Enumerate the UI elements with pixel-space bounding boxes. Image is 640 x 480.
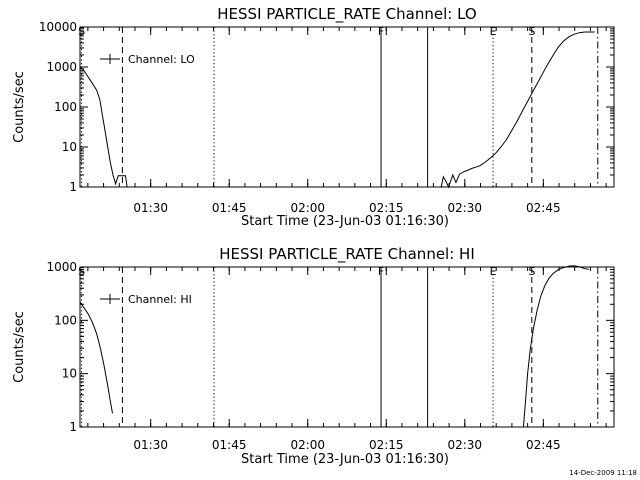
chart-title: HESSI PARTICLE_RATE Channel: LO bbox=[217, 5, 476, 24]
data-series-line bbox=[79, 301, 113, 414]
y-tick-label: 1000 bbox=[46, 60, 77, 74]
x-tick-label: 02:15 bbox=[369, 201, 404, 215]
data-series-line bbox=[522, 265, 589, 428]
y-tick-label: 10 bbox=[62, 140, 77, 154]
x-axis-label: Start Time (23-Jun-03 01:16:30) bbox=[241, 452, 449, 467]
x-tick-label: 02:00 bbox=[290, 201, 325, 215]
legend-label: Channel: HI bbox=[128, 293, 192, 306]
chart-lo-channel: HESSI PARTICLE_RATE Channel: LO 1 10 100 100… bbox=[12, 5, 615, 229]
event-marker-label: S bbox=[528, 25, 535, 38]
y-tick-label: 100 bbox=[54, 313, 77, 327]
event-marker-label: S bbox=[528, 265, 535, 278]
x-tick-label: 01:30 bbox=[133, 438, 168, 452]
x-tick-label: 01:45 bbox=[212, 201, 247, 215]
event-marker-label: S bbox=[78, 265, 85, 278]
y-tick-label: 1 bbox=[69, 180, 77, 194]
y-tick-label: 10 bbox=[62, 367, 77, 381]
x-tick-label: 02:15 bbox=[369, 438, 404, 452]
x-tick-label: 02:45 bbox=[526, 438, 561, 452]
legend-label: Channel: LO bbox=[128, 53, 195, 66]
plot-frame bbox=[79, 266, 615, 428]
x-tick-label: 02:30 bbox=[447, 438, 482, 452]
event-marker-label: E bbox=[490, 265, 497, 278]
x-tick-label: 02:30 bbox=[447, 201, 482, 215]
y-tick-label: 100 bbox=[54, 100, 77, 114]
y-tick-label: 1000 bbox=[46, 260, 77, 274]
y-axis-label: Counts/sec bbox=[12, 71, 27, 143]
footer-timestamp: 14-Dec-2009 11:18 bbox=[569, 469, 637, 477]
x-tick-label: 01:45 bbox=[212, 438, 247, 452]
x-tick-label: 01:30 bbox=[133, 201, 168, 215]
y-tick-label: 10000 bbox=[39, 20, 77, 34]
event-marker-label: S bbox=[78, 25, 85, 38]
x-axis-label: Start Time (23-Jun-03 01:16:30) bbox=[241, 214, 449, 229]
x-tick-label: 02:45 bbox=[526, 201, 561, 215]
x-tick-label: 02:00 bbox=[290, 438, 325, 452]
chart-hi-channel: HESSI PARTICLE_RATE Channel: HI 1 10 100 100… bbox=[12, 245, 615, 467]
event-marker-label: F bbox=[378, 25, 384, 38]
data-series-line bbox=[440, 31, 595, 189]
y-axis-label: Counts/sec bbox=[12, 311, 27, 383]
chart-title: HESSI PARTICLE_RATE Channel: HI bbox=[219, 245, 475, 264]
y-tick-label: 1 bbox=[69, 420, 77, 434]
event-marker-label: F bbox=[378, 265, 384, 278]
data-series-line bbox=[79, 66, 128, 188]
event-marker-label: E bbox=[490, 25, 497, 38]
